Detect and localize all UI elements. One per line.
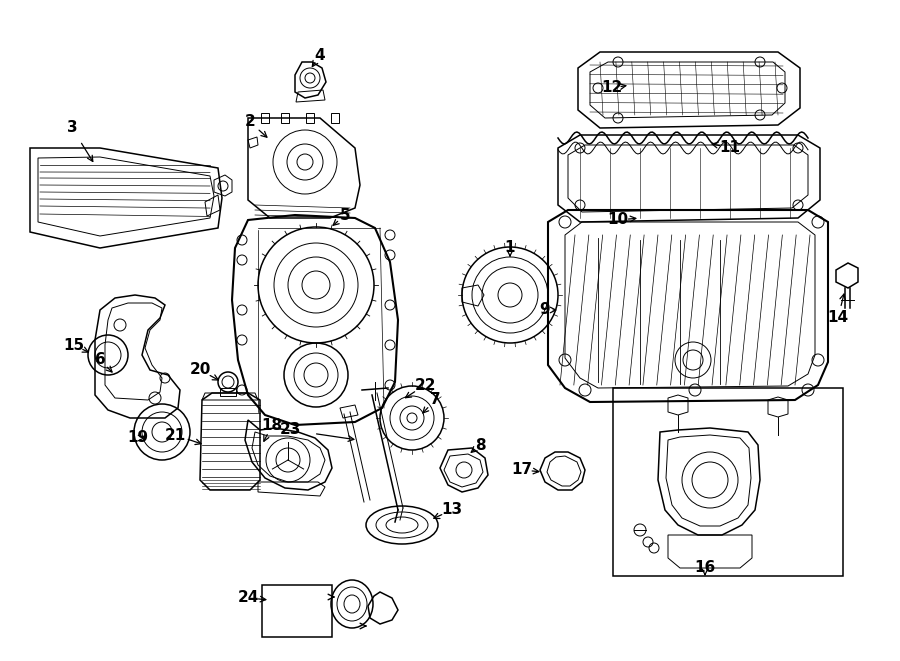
Bar — [331, 113, 339, 123]
Text: 10: 10 — [608, 212, 628, 227]
Bar — [262, 585, 332, 637]
Text: 14: 14 — [827, 311, 849, 325]
Text: 23: 23 — [279, 422, 301, 438]
Text: 4: 4 — [315, 48, 325, 63]
Text: 24: 24 — [238, 590, 258, 605]
Text: 18: 18 — [261, 418, 283, 432]
Text: 21: 21 — [165, 428, 185, 442]
Text: 1: 1 — [505, 241, 515, 256]
Bar — [281, 113, 289, 123]
Text: 16: 16 — [695, 561, 716, 576]
Bar — [220, 388, 236, 396]
Text: 20: 20 — [189, 362, 211, 377]
Bar — [306, 113, 314, 123]
Text: 17: 17 — [511, 463, 533, 477]
Bar — [613, 388, 843, 576]
Text: 11: 11 — [719, 141, 741, 155]
Text: 2: 2 — [245, 114, 256, 130]
Text: 7: 7 — [429, 393, 440, 407]
Text: 15: 15 — [63, 338, 85, 352]
Text: 12: 12 — [601, 81, 623, 95]
Text: 5: 5 — [339, 208, 350, 223]
Bar — [261, 113, 269, 123]
Text: 9: 9 — [540, 303, 550, 317]
Text: 19: 19 — [128, 430, 148, 446]
Text: 22: 22 — [414, 377, 436, 393]
Text: 8: 8 — [474, 438, 485, 453]
Text: 13: 13 — [441, 502, 463, 518]
Text: 6: 6 — [94, 352, 105, 368]
Text: 3: 3 — [67, 120, 77, 136]
